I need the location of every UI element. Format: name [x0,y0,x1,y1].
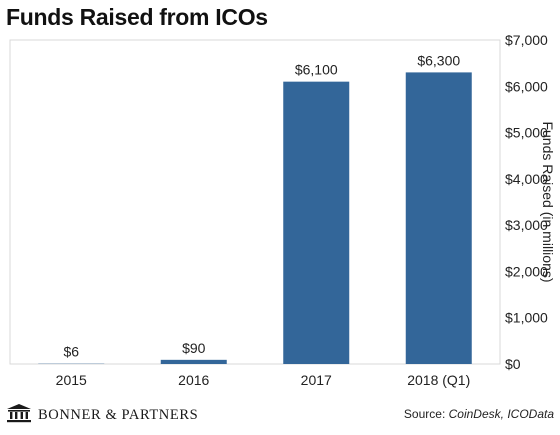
y-axis-label: Funds Raised (in millions) [540,121,556,282]
bar-value-label: $90 [182,340,206,356]
bar-2018-q1 [405,72,472,365]
y-tick-label: $1,000 [505,310,548,326]
bar-2017 [283,81,350,365]
x-tick-label: 2018 (Q1) [407,372,470,388]
x-tick-label: 2015 [56,372,87,388]
plot-frame [9,39,501,365]
y-tick-label: $6,000 [505,78,548,94]
brand-logo: BONNER & PARTNERS [6,403,198,428]
brand-name: BONNER & PARTNERS [38,407,199,423]
y-tick-label: $4,000 [505,171,548,187]
y-tick-label: $3,000 [505,217,548,233]
x-tick-label: 2016 [178,372,209,388]
bar-value-label: $6,300 [417,52,460,68]
source-label: Source: [403,407,449,421]
y-tick-label: $5,000 [505,125,548,141]
source-note: Source: CoinDesk, ICOData [404,407,554,421]
bar-value-label: $6,100 [295,62,338,78]
building-columns-icon [6,403,32,428]
source-names: CoinDesk, ICOData [448,407,554,421]
y-tick-label: $7,000 [505,32,548,48]
chart-title: Funds Raised from ICOs [6,4,268,30]
bar-value-label: $6 [63,344,79,360]
y-tick-label: $2,000 [505,263,548,279]
y-tick-label: $0 [505,356,521,372]
x-tick-label: 2017 [301,372,332,388]
bar-2016 [160,359,227,364]
